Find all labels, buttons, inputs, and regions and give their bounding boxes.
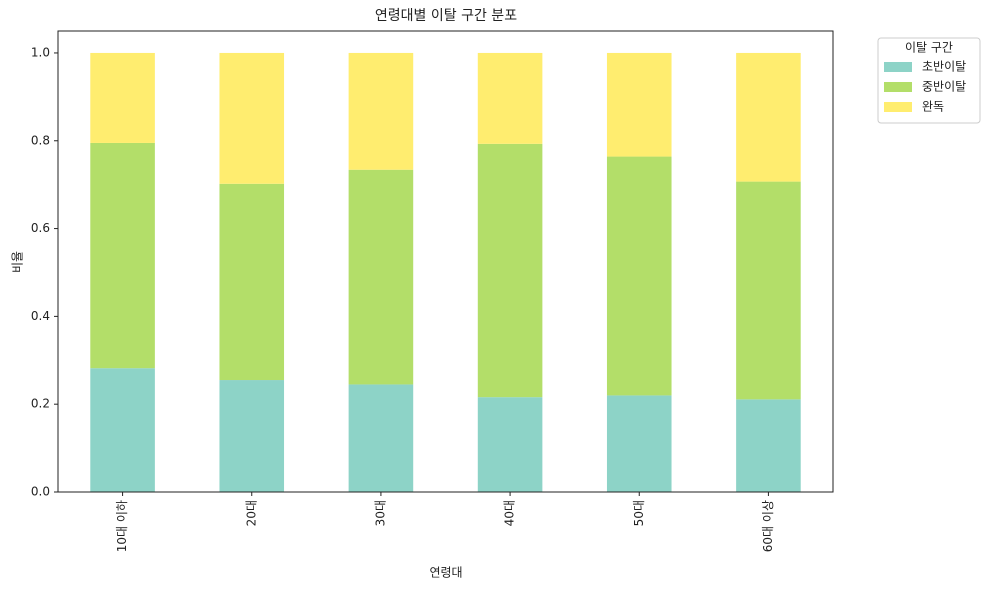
bar-segment (736, 399, 801, 492)
x-tick-label: 20대 (244, 500, 258, 526)
bar-segment (477, 143, 543, 398)
y-axis-label: 비율 (11, 251, 25, 273)
bar-segment (606, 52, 672, 157)
bar-segment (736, 52, 801, 182)
y-tick-label: 0.4 (31, 309, 50, 323)
legend-swatch (884, 102, 912, 112)
legend-swatch (884, 82, 912, 92)
bar-segment (477, 52, 543, 144)
x-tick-label: 10대 이하 (115, 500, 129, 552)
bar-segment (477, 397, 543, 492)
chart-title: 연령대별 이탈 구간 분포 (375, 8, 517, 24)
y-tick-label: 0.0 (31, 485, 50, 499)
x-tick-label: 60대 이상 (761, 500, 775, 552)
legend-box (877, 37, 981, 124)
legend-swatch (884, 62, 912, 72)
bar-segment (90, 142, 155, 369)
plot-frame (57, 30, 834, 493)
y-tick-label: 1.0 (31, 45, 50, 59)
x-tick-label: 50대 (632, 500, 646, 526)
bar-segment (348, 52, 414, 170)
legend-label: 완독 (922, 100, 944, 114)
legend-title: 이탈 구간 (905, 41, 953, 55)
x-tick-label: 30대 (373, 500, 387, 526)
y-tick-label: 0.6 (31, 221, 50, 235)
bar-segment (348, 384, 414, 492)
bar-segment (90, 368, 155, 492)
bar-segment (736, 181, 801, 400)
y-tick-label: 0.8 (31, 133, 50, 147)
y-tick-label: 0.2 (31, 397, 50, 411)
x-tick-label: 40대 (503, 500, 517, 526)
bar-segment (219, 52, 285, 184)
legend-label: 중반이탈 (922, 80, 966, 94)
legend-label: 초반이탈 (922, 60, 966, 74)
x-axis-label: 연령대 (429, 566, 462, 580)
bar-segment (348, 169, 414, 385)
bar-segment (606, 156, 672, 396)
bar-segment (219, 183, 285, 381)
bar-segment (219, 380, 285, 492)
bar-segment (90, 52, 155, 143)
bar-segment (606, 395, 672, 492)
